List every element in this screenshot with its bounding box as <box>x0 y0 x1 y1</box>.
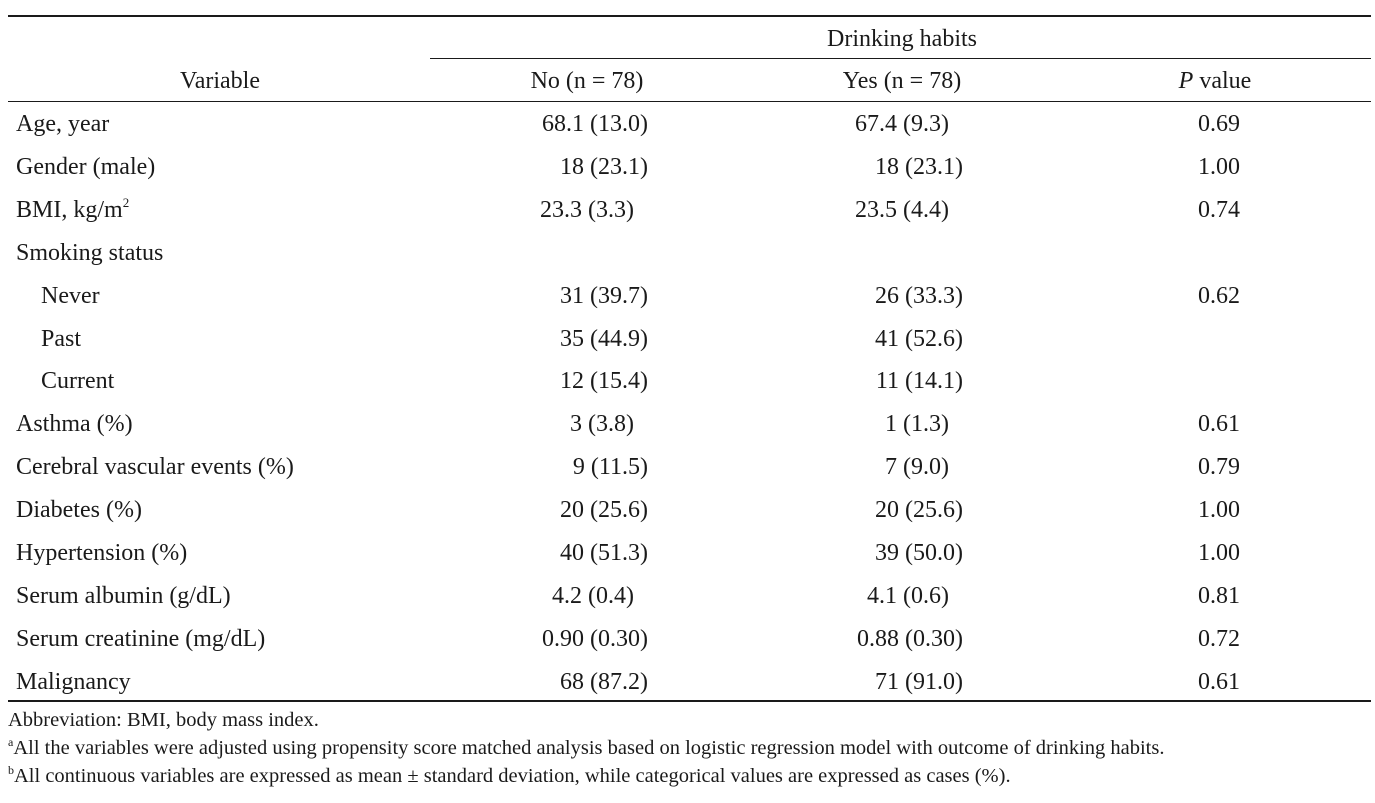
row-label: BMI, kg/m2 <box>16 195 130 223</box>
column-header-p-value: P value <box>1178 68 1252 94</box>
footnote-a-text: All the variables were adjusted using pr… <box>13 737 1165 759</box>
row-label: Current <box>41 368 115 394</box>
cell-no: 0.90 (0.30) <box>542 626 648 652</box>
cell-p-value: 0.69 <box>1198 111 1240 137</box>
footnote-b-mark: b <box>8 763 14 777</box>
cell-p-value: 0.79 <box>1198 454 1240 480</box>
cell-yes: 41 (52.6) <box>875 326 963 352</box>
footnote-a: aAll the variables were adjusted using p… <box>8 735 1165 762</box>
row-label: Serum albumin (g/dL) <box>16 583 231 609</box>
cell-p-value: 0.61 <box>1198 411 1240 437</box>
cell-p-value: 0.61 <box>1198 669 1240 695</box>
row-label: Diabetes (%) <box>16 497 142 523</box>
top-rule <box>8 15 1371 17</box>
header-bottom-rule <box>8 101 1371 102</box>
cell-p-value: 0.72 <box>1198 626 1240 652</box>
cell-no: 9 (11.5) <box>572 454 648 480</box>
cell-yes: 0.88 (0.30) <box>857 626 963 652</box>
group-header: Drinking habits <box>827 26 977 52</box>
row-label: Never <box>41 283 100 309</box>
row-label: Cerebral vascular events (%) <box>16 454 294 480</box>
row-label: Serum creatinine (mg/dL) <box>16 626 266 652</box>
row-label: Asthma (%) <box>16 411 133 437</box>
cell-yes: 71 (91.0) <box>875 669 963 695</box>
cell-yes: 18 (23.1) <box>875 154 963 180</box>
cell-yes: 20 (25.6) <box>875 497 963 523</box>
cell-no: 68.1 (13.0) <box>542 111 648 137</box>
footnote-abbreviation: Abbreviation: BMI, body mass index. <box>8 709 319 731</box>
row-label: Smoking status <box>16 240 164 266</box>
cell-p-value: 1.00 <box>1198 497 1240 523</box>
cell-yes: 39 (50.0) <box>875 540 963 566</box>
cell-no: 40 (51.3) <box>560 540 648 566</box>
column-header-yes: Yes (n = 78) <box>842 68 962 94</box>
cell-yes: 23.5 (4.4) <box>855 197 949 223</box>
cell-no: 4.2 (0.4) <box>552 583 634 609</box>
cell-yes: 7 (9.0) <box>885 454 949 480</box>
cell-p-value: 1.00 <box>1198 154 1240 180</box>
cell-p-value: 0.62 <box>1198 283 1240 309</box>
footnote-a-mark: a <box>8 735 14 749</box>
cell-yes: 67.4 (9.3) <box>855 111 949 137</box>
cell-yes: 4.1 (0.6) <box>867 583 949 609</box>
row-label: Malignancy <box>16 669 131 695</box>
cell-no: 23.3 (3.3) <box>540 197 634 223</box>
cell-p-value: 1.00 <box>1198 540 1240 566</box>
cell-no: 31 (39.7) <box>560 283 648 309</box>
cell-yes: 11 (14.1) <box>875 368 963 394</box>
row-label: Past <box>41 326 82 352</box>
footnote-b: bAll continuous variables are expressed … <box>8 763 1011 790</box>
cell-no: 18 (23.1) <box>560 154 648 180</box>
cell-no: 12 (15.4) <box>560 368 648 394</box>
cell-yes: 1 (1.3) <box>885 411 949 437</box>
column-header-no: No (n = 78) <box>530 68 644 94</box>
row-label: Hypertension (%) <box>16 540 188 566</box>
footnote-b-text: All continuous variables are expressed a… <box>14 765 1011 787</box>
row-label: Gender (male) <box>16 154 156 180</box>
cell-no: 20 (25.6) <box>560 497 648 523</box>
cell-yes: 26 (33.3) <box>875 283 963 309</box>
column-header-variable: Variable <box>180 68 260 94</box>
group-header-rule <box>430 58 1371 59</box>
bottom-rule <box>8 700 1371 702</box>
cell-p-value: 0.81 <box>1198 583 1240 609</box>
row-label: Age, year <box>16 111 110 137</box>
cell-no: 35 (44.9) <box>560 326 648 352</box>
cell-no: 3 (3.8) <box>570 411 634 437</box>
cell-p-value: 0.74 <box>1198 197 1240 223</box>
cell-no: 68 (87.2) <box>560 669 648 695</box>
